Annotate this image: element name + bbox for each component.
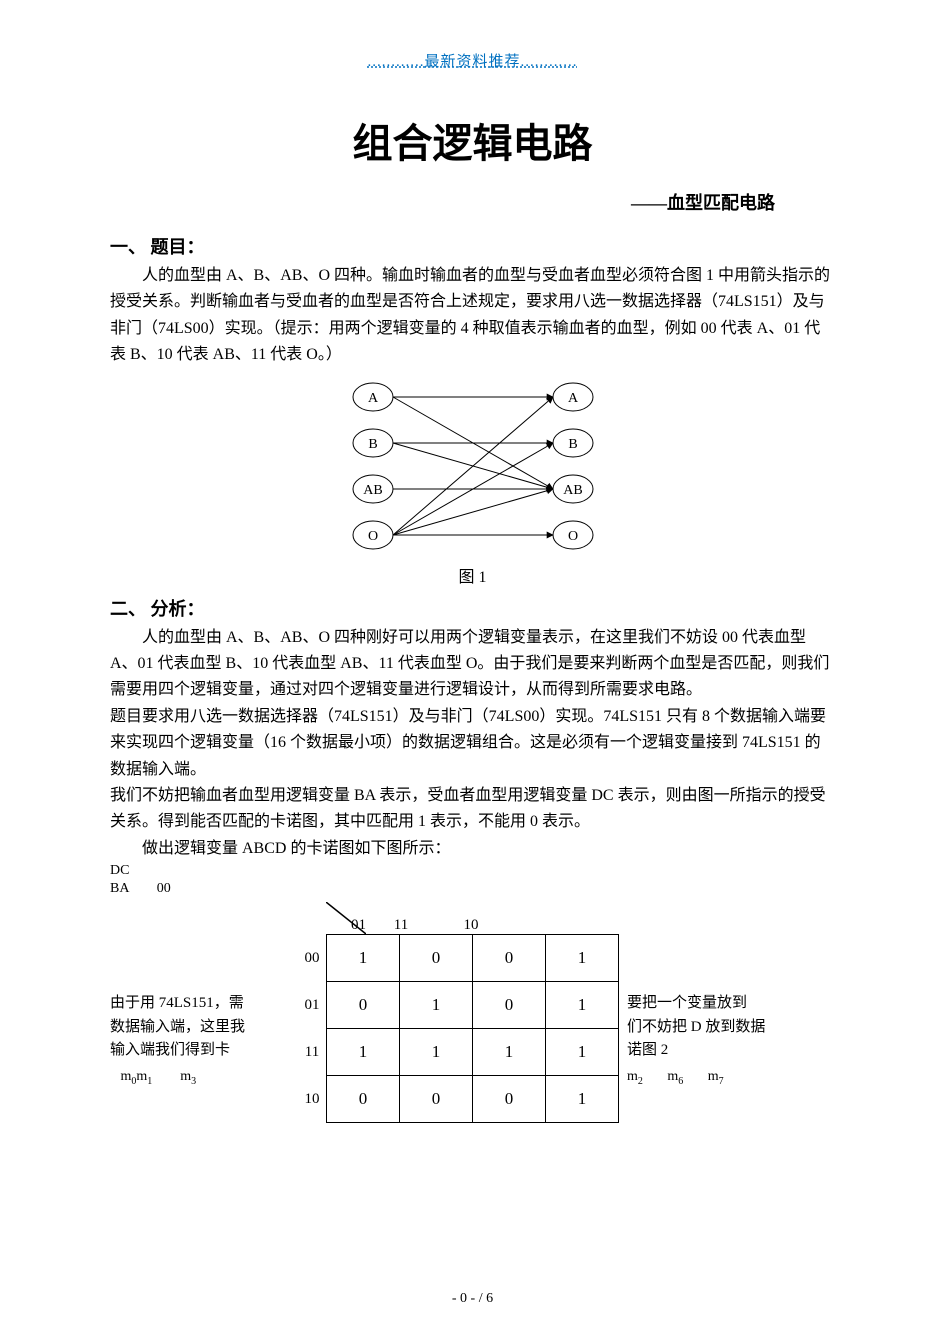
- section-2-p4: 做出逻辑变量 ABCD 的卡诺图如下图所示：: [110, 836, 835, 862]
- m-row-left: m0m1 m3: [110, 1066, 290, 1089]
- kmap-right-text: 要把一个变量放到 们不妨把 D 放到数据 诺图 2 m2 m6 m7: [627, 902, 787, 1089]
- kmap-cell: 1: [546, 1076, 619, 1123]
- kmap-cell: 1: [327, 1029, 400, 1076]
- document-page: ............最新资料推荐............ 组合逻辑电路 ——…: [0, 0, 945, 1337]
- kmap-cell: 1: [546, 1029, 619, 1076]
- kmap-col-10: 10: [436, 917, 506, 934]
- main-title: 组合逻辑电路: [110, 111, 835, 169]
- kmap-cell: 0: [400, 935, 473, 982]
- svg-text:A: A: [367, 391, 378, 406]
- section-2-heading: 二、 分析：: [110, 595, 835, 621]
- table-row: 0 1 0 1: [327, 982, 619, 1029]
- section-2-p1: 人的血型由 A、B、AB、O 四种刚好可以用两个逻辑变量表示，在这里我们不妨设 …: [110, 625, 835, 704]
- blood-type-graph-svg: ABABOABABO: [313, 379, 633, 554]
- svg-text:O: O: [567, 529, 577, 544]
- table-row: 1 1 1 1: [327, 1029, 619, 1076]
- kmap-cell: 1: [546, 935, 619, 982]
- wrap-left-1: 由于用 74LS151，需: [110, 992, 290, 1015]
- kmap-cell: 0: [473, 935, 546, 982]
- kmap-cell: 0: [327, 1076, 400, 1123]
- kmap-cell: 0: [473, 1076, 546, 1123]
- kmap-block: DC BA 00 由于用 74LS151，需 数据输入端，这里我 输入端我们得到…: [110, 862, 835, 1123]
- kmap-cell: 0: [327, 982, 400, 1029]
- kmap-row-labels: 00 01 11 10: [298, 934, 326, 1123]
- figure-1-diagram: ABABOABABO: [110, 379, 835, 559]
- section-2-p3: 我们不妨把输血者血型用逻辑变量 BA 表示，受血者血型用逻辑变量 DC 表示，则…: [110, 783, 835, 836]
- svg-text:A: A: [567, 391, 578, 406]
- kmap-col-left-00: 00: [157, 881, 171, 896]
- kmap-header-row: 01 11 10: [326, 902, 506, 934]
- svg-text:B: B: [368, 437, 377, 452]
- section-2-p2: 题目要求用八选一数据选择器（74LS151）及与非门（74LS00）实现。74L…: [110, 704, 835, 783]
- wrap-left-3: 输入端我们得到卡: [110, 1039, 290, 1062]
- svg-text:AB: AB: [363, 483, 382, 498]
- table-row: 1 0 0 1: [327, 935, 619, 982]
- kmap-cell: 0: [400, 1076, 473, 1123]
- wrap-right-1: 要把一个变量放到: [627, 992, 787, 1015]
- figure-1-caption: 图 1: [110, 563, 835, 587]
- kmap-row-11: 11: [298, 1044, 326, 1061]
- kmap-cell: 1: [327, 935, 400, 982]
- section-1-paragraph: 人的血型由 A、B、AB、O 四种。输血时输血者的血型与受血者血型必须符合图 1…: [110, 263, 835, 369]
- svg-text:O: O: [367, 529, 377, 544]
- wrap-left-2: 数据输入端，这里我: [110, 1016, 290, 1039]
- section-1-heading: 一、 题目：: [110, 233, 835, 259]
- kmap-table: 1 0 0 1 0 1 0 1 1 1: [326, 934, 619, 1123]
- sub-title: ——血型匹配电路: [110, 189, 835, 215]
- kmap-col-01: 01: [326, 917, 366, 934]
- kmap-cell: 1: [473, 1029, 546, 1076]
- kmap-col-11: 11: [366, 917, 436, 934]
- m-row-right: m2 m6 m7: [627, 1066, 787, 1089]
- kmap-cell: 1: [546, 982, 619, 1029]
- banner-text: ............最新资料推荐............: [367, 54, 577, 70]
- kmap-row-00: 00: [298, 950, 326, 967]
- kmap-row-01: 01: [298, 997, 326, 1014]
- kmap-core: 01 11 10 00 01 11 10 1 0 0: [298, 902, 619, 1123]
- svg-text:AB: AB: [563, 483, 582, 498]
- kmap-left-text: 由于用 74LS151，需 数据输入端，这里我 输入端我们得到卡 m0m1 m3: [110, 902, 290, 1089]
- wrap-right-2: 们不妨把 D 放到数据: [627, 1016, 787, 1039]
- page-number: - 0 - / 6: [0, 1291, 945, 1307]
- kmap-axis-labels: DC BA 00: [110, 862, 835, 898]
- wrap-right-3: 诺图 2: [627, 1039, 787, 1062]
- top-banner: ............最新资料推荐............: [110, 50, 835, 71]
- kmap-cell: 1: [400, 982, 473, 1029]
- table-row: 0 0 0 1: [327, 1076, 619, 1123]
- svg-text:B: B: [568, 437, 577, 452]
- kmap-row-10: 10: [298, 1091, 326, 1108]
- kmap-cell: 1: [400, 1029, 473, 1076]
- kmap-cell: 0: [473, 982, 546, 1029]
